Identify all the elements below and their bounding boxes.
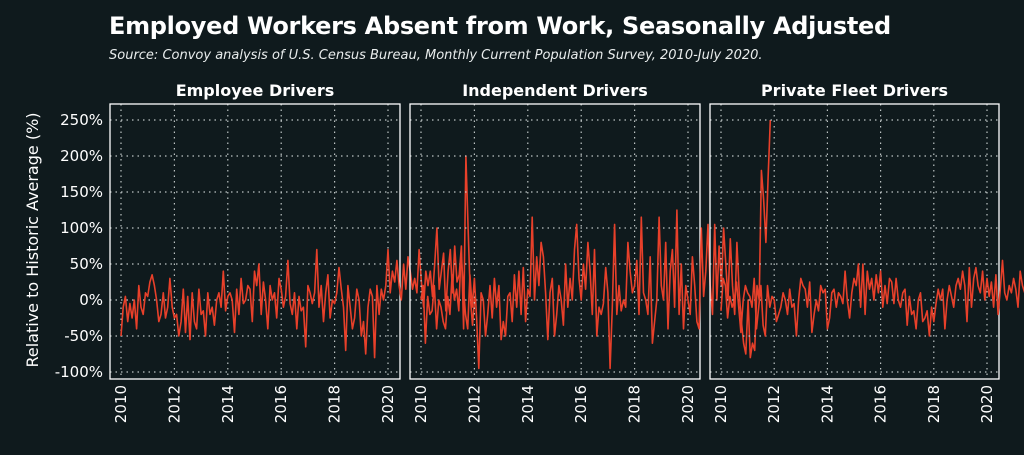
x-tick-label: 2016 — [872, 385, 890, 423]
panels-group: Employee Drivers 2010 2012 2014 2016 2018 2020… — [55, 81, 1024, 423]
x-tick-label: 2020 — [679, 385, 697, 423]
x-tick-label: 2018 — [326, 385, 344, 423]
x-tick-label: 2014 — [818, 385, 836, 423]
series-line — [720, 259, 1024, 337]
x-tick-label: 2020 — [978, 385, 996, 423]
series-line — [420, 119, 772, 370]
y-tick-label: -100% — [55, 363, 103, 381]
panel-1: Employee Drivers 2010 2012 2014 2016 2018 2020… — [55, 81, 476, 423]
panel-border — [709, 103, 1000, 380]
y-tick-label: -50% — [64, 327, 103, 345]
series-line — [120, 155, 476, 359]
panel-3: Private Fleet Drivers 2010 2012 2014 2016 201… — [709, 81, 1024, 423]
y-tick-label: 50% — [70, 255, 103, 273]
y-tick-label: 150% — [60, 183, 103, 201]
x-tick-label: 2010 — [712, 385, 730, 423]
x-tick-label: 2012 — [765, 385, 783, 423]
panel-border — [409, 103, 701, 380]
facet-title: Private Fleet Drivers — [761, 81, 948, 100]
x-tick-label: 2016 — [272, 385, 290, 423]
y-tick-label: 200% — [60, 147, 103, 165]
x-tick-label: 2014 — [219, 385, 237, 423]
facet-title: Employee Drivers — [176, 81, 335, 100]
x-tick-label: 2010 — [412, 385, 430, 423]
x-tick-label: 2010 — [112, 385, 130, 423]
facet-title: Independent Drivers — [462, 81, 648, 100]
x-tick-label: 2018 — [925, 385, 943, 423]
panel-2: Independent Drivers 2010 2012 2014 2016 2018 2… — [409, 81, 772, 423]
x-tick-label: 2012 — [465, 385, 483, 423]
y-tick-label: 100% — [60, 219, 103, 237]
x-tick-label: 2016 — [572, 385, 590, 423]
x-tick-label: 2014 — [519, 385, 537, 423]
panel-border — [109, 103, 401, 380]
x-tick-label: 2012 — [165, 385, 183, 423]
y-tick-label: 250% — [60, 111, 103, 129]
chart-title: Employed Workers Absent from Work, Seaso… — [109, 12, 891, 40]
y-axis-label: Relative to Historic Average (%) — [23, 112, 42, 367]
x-tick-label: 2020 — [379, 385, 397, 423]
y-tick-label: 0% — [79, 291, 103, 309]
chart-subtitle: Source: Convoy analysis of U.S. Census B… — [109, 48, 763, 63]
x-tick-label: 2018 — [626, 385, 644, 423]
